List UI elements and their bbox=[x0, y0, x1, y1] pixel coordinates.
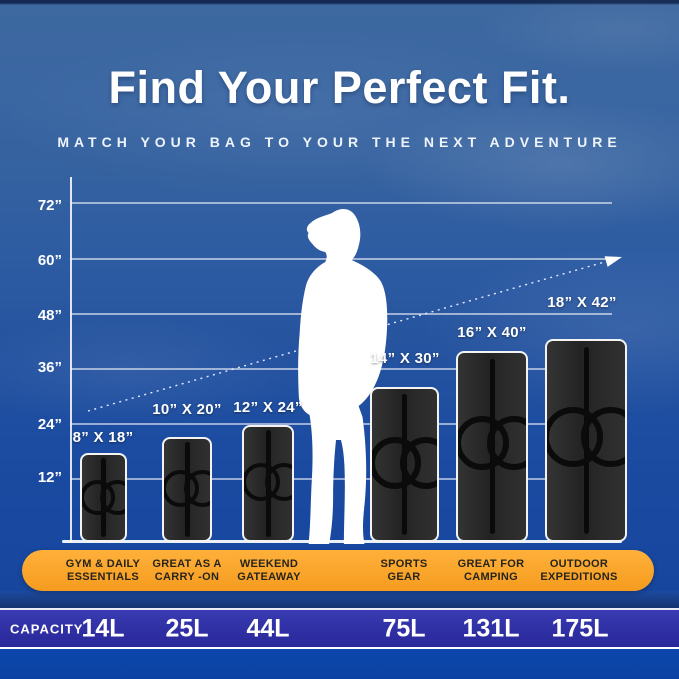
bag-size-label-1: 8” X 18” bbox=[72, 429, 134, 446]
chart-baseline bbox=[62, 540, 622, 543]
banner-shadow-strip bbox=[0, 591, 679, 608]
use-case-line: SPORTS bbox=[380, 557, 428, 570]
y-tick-36: 36” bbox=[37, 359, 62, 376]
use-case-gym: GYM & DAILY ESSENTIALS bbox=[43, 558, 163, 584]
use-case-line: OUTDOOR bbox=[549, 557, 609, 570]
capacity-value-6: 175L bbox=[551, 614, 609, 642]
y-tick-48: 48” bbox=[37, 307, 62, 324]
duffel-bag-12x24 bbox=[242, 425, 294, 542]
use-case-banner: GYM & DAILY ESSENTIALS GREAT AS A CARRY … bbox=[22, 550, 654, 591]
duffel-bag-16x40 bbox=[456, 351, 528, 542]
bag-handle-ring bbox=[100, 479, 125, 515]
y-tick-12: 12” bbox=[37, 469, 62, 486]
use-case-line: WEEKEND bbox=[239, 557, 299, 570]
use-case-line: EXPEDITIONS bbox=[540, 570, 618, 583]
bag-handle-ring bbox=[487, 416, 526, 471]
y-tick-24: 24” bbox=[37, 416, 62, 433]
use-case-sports: SPORTS GEAR bbox=[344, 558, 464, 584]
duffel-bag-18x42 bbox=[545, 339, 627, 542]
use-case-line: ESSENTIALS bbox=[66, 570, 140, 583]
y-tick-60: 60” bbox=[37, 252, 62, 269]
use-case-line: GREAT AS A bbox=[152, 557, 222, 570]
use-case-weekend: WEEKEND GATEAWAY bbox=[209, 558, 329, 584]
use-case-line: CARRY -ON bbox=[154, 570, 220, 583]
use-case-line: CAMPING bbox=[463, 570, 519, 583]
use-case-carry-on: GREAT AS A CARRY -ON bbox=[127, 558, 247, 584]
capacity-value-5: 131L bbox=[462, 614, 520, 642]
capacity-value-2: 25L bbox=[165, 614, 209, 642]
bag-size-label-6: 18” X 42” bbox=[547, 294, 617, 311]
page-subtitle: MATCH YOUR BAG TO YOUR THE NEXT ADVENTUR… bbox=[57, 134, 622, 150]
bag-handle-ring bbox=[183, 470, 210, 507]
capacity-value-3: 44L bbox=[246, 614, 290, 642]
use-case-line: GATEAWAY bbox=[237, 570, 301, 583]
bag-size-label-3: 12” X 24” bbox=[233, 399, 303, 416]
bag-handle-ring bbox=[400, 437, 437, 489]
capacity-value-1: 14L bbox=[81, 614, 125, 642]
bag-handle-ring bbox=[264, 462, 292, 501]
footer-blue-band bbox=[0, 649, 679, 679]
duffel-bag-8x18 bbox=[80, 453, 127, 542]
use-case-line: GREAT FOR bbox=[457, 557, 525, 570]
capacity-bar: CAPACITY 14L 25L 44L 75L 131L 175L bbox=[0, 608, 679, 649]
bag-size-label-5: 16” X 40” bbox=[457, 324, 527, 341]
duffel-bag-14x30 bbox=[370, 387, 439, 542]
use-case-line: GYM & DAILY bbox=[65, 557, 141, 570]
duffel-bag-10x20 bbox=[162, 437, 212, 542]
y-tick-72: 72” bbox=[37, 197, 62, 214]
y-axis-line bbox=[70, 177, 72, 542]
gridline-12in bbox=[71, 478, 612, 480]
use-case-camping: GREAT FOR CAMPING bbox=[431, 558, 551, 584]
capacity-row-label: CAPACITY bbox=[10, 621, 84, 636]
use-case-expeditions: OUTDOOR EXPEDITIONS bbox=[519, 558, 639, 584]
person-silhouette bbox=[298, 209, 388, 544]
capacity-value-4: 75L bbox=[382, 614, 426, 642]
gridline-72in bbox=[71, 202, 612, 204]
bag-size-label-4: 14” X 30” bbox=[370, 350, 440, 367]
page-title: Find Your Perfect Fit. bbox=[108, 62, 571, 113]
use-case-line: GEAR bbox=[387, 570, 421, 583]
